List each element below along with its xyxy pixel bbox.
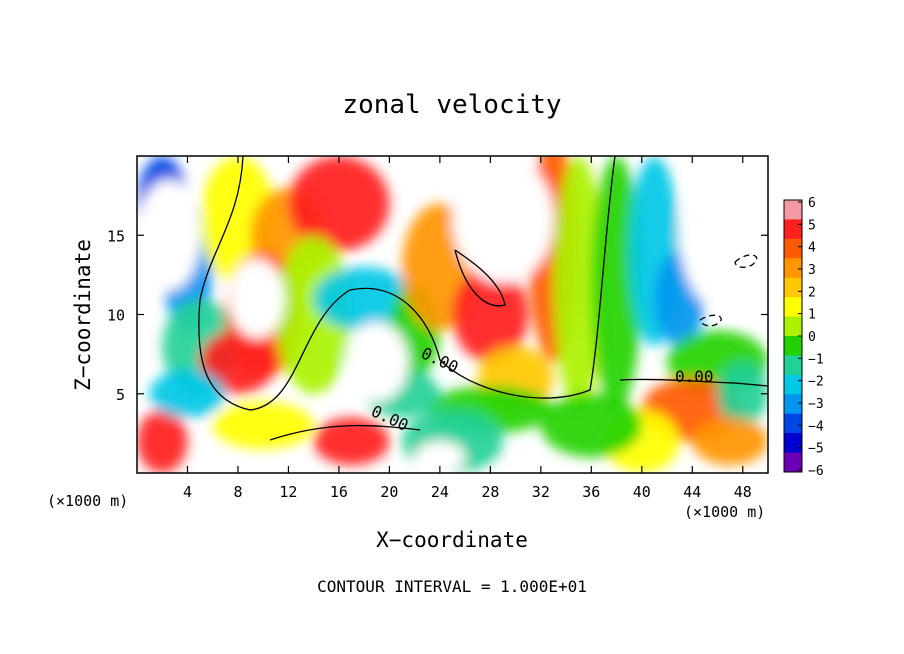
colorbar: 6 5 4 3 2 1 0 −1 −2 −3 −4 −5 −6	[783, 196, 824, 479]
colorbar-swatch	[784, 277, 802, 298]
x-tick-label: 16	[330, 483, 348, 501]
colorbar-swatch	[784, 355, 802, 376]
contour-interval-note: CONTOUR INTERVAL = 1.000E+01	[317, 577, 587, 596]
field-blank	[137, 179, 201, 291]
chart-title: zonal velocity	[342, 90, 561, 120]
field-blank	[679, 156, 768, 315]
contour-line	[198, 156, 616, 411]
field-blank	[414, 441, 466, 473]
colorbar-tick-label: −6	[808, 464, 824, 479]
colorbar-tick-label: 3	[808, 263, 816, 278]
field-patch	[553, 156, 604, 410]
field-blank	[229, 259, 285, 339]
field-patch	[313, 417, 390, 466]
field-blank	[452, 156, 554, 283]
colorbar-swatch	[784, 452, 802, 473]
colorbar-swatch	[784, 200, 802, 220]
field-patch	[313, 266, 415, 331]
field-patch	[452, 266, 529, 363]
colorbar-swatch	[784, 413, 802, 434]
colorbar-swatch	[784, 316, 802, 337]
x-tick-label: 44	[683, 483, 701, 501]
contour-line	[619, 378, 768, 387]
plot-area	[137, 156, 768, 473]
x-tick-label: 4	[183, 483, 192, 501]
colorbar-tick-label: −2	[808, 375, 824, 390]
field-patch	[137, 409, 188, 473]
x-tick-label: 8	[233, 483, 242, 501]
x-tick-label: 24	[431, 483, 449, 501]
y-axis-label: Z−coordinate	[71, 239, 95, 391]
colorbar-swatch	[784, 258, 802, 279]
field-blank	[345, 322, 409, 402]
y-tick-label: 15	[107, 227, 125, 245]
x-unit-right: (×1000 m)	[684, 503, 765, 521]
field-patch	[540, 393, 642, 458]
field-patch	[200, 330, 276, 394]
colorbar-swatch	[784, 336, 802, 356]
colorbar-tick-label: −5	[808, 442, 824, 457]
x-tick-label: 28	[481, 483, 499, 501]
contour-label: 0.00	[675, 367, 714, 386]
contour-line	[269, 424, 421, 441]
contour-line	[454, 249, 506, 307]
velocity-field	[137, 156, 768, 473]
colorbar-tick-label: −3	[808, 397, 824, 412]
x-axis: 4 8 12 16 20 24 28 32 36 40 44 48	[183, 156, 752, 501]
field-patch	[149, 369, 226, 418]
x-unit-left: (×1000 m)	[47, 492, 128, 510]
y-tick-label: 10	[107, 307, 125, 325]
colorbar-tick-label: 4	[808, 241, 816, 256]
colorbar-tick-label: −1	[808, 352, 824, 367]
x-tick-label: 36	[582, 483, 600, 501]
x-tick-label: 48	[734, 483, 752, 501]
colorbar-tick-label: 6	[808, 196, 816, 211]
colorbar-swatch	[784, 297, 802, 318]
field-patch	[717, 362, 768, 426]
colorbar-swatch	[784, 433, 802, 454]
colorbar-tick-label: −4	[808, 419, 824, 434]
x-tick-label: 32	[532, 483, 550, 501]
y-axis: 5 10 15	[107, 227, 768, 404]
y-tick-label: 5	[116, 386, 125, 404]
x-tick-label: 40	[633, 483, 651, 501]
colorbar-tick-label: 2	[808, 285, 816, 300]
colorbar-swatch	[784, 238, 802, 259]
field-patch	[591, 156, 642, 410]
x-tick-label: 12	[279, 483, 297, 501]
x-axis-label: X−coordinate	[376, 528, 528, 552]
x-tick-label: 20	[380, 483, 398, 501]
colorbar-tick-label: 5	[808, 218, 816, 233]
contour-line	[699, 314, 722, 327]
colorbar-swatch	[784, 219, 802, 240]
colorbar-tick-label: 1	[808, 308, 816, 323]
field-patch	[692, 417, 768, 466]
field-patch	[288, 156, 390, 252]
colorbar-swatch	[784, 374, 802, 395]
colorbar-tick-label: 0	[808, 330, 816, 345]
field-patch	[212, 401, 314, 450]
colorbar-swatch	[784, 394, 802, 415]
contour-lines	[198, 156, 768, 441]
contour-line	[734, 254, 758, 268]
